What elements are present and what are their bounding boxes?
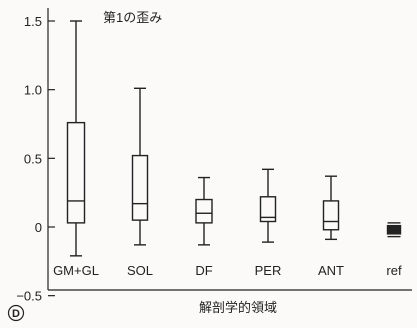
box-rect — [386, 224, 402, 235]
y-tick-label: −0.5 — [16, 289, 42, 304]
category-label: PER — [255, 263, 282, 278]
panel-badge: D — [7, 304, 25, 322]
chart-title: 第1の歪み — [103, 10, 162, 25]
y-tick-label: 1.5 — [24, 14, 42, 29]
box-per — [259, 168, 277, 243]
category-label: ANT — [318, 263, 344, 278]
box-sol — [131, 87, 149, 246]
x-axis-label: 解剖学的領域 — [199, 300, 277, 315]
category-label: SOL — [127, 263, 153, 278]
axes — [47, 8, 412, 291]
y-tick-label: 0.5 — [24, 151, 42, 166]
y-tick-label: 1.0 — [24, 83, 42, 98]
category-label: ref — [386, 263, 402, 278]
category-label: GM+GL — [53, 263, 99, 278]
box-df — [195, 176, 213, 246]
panel-badge-label: D — [12, 308, 20, 320]
box-rect — [131, 154, 149, 221]
y-ticks: 1.5 1.0 0.5 0 −0.5 — [16, 14, 55, 304]
box-rect — [259, 196, 277, 223]
y-tick-label: 0 — [35, 220, 42, 235]
box-ref — [386, 222, 402, 238]
category-labels: GM+GL SOL DF PER ANT ref — [53, 263, 402, 278]
panel-badge-circle — [7, 304, 25, 322]
box-ant — [322, 175, 340, 241]
box-gm-gl — [66, 20, 86, 257]
box-rect — [322, 200, 340, 231]
category-label: DF — [195, 263, 212, 278]
boxes — [66, 20, 402, 257]
box-rect — [195, 198, 213, 224]
box-rect — [66, 121, 86, 224]
